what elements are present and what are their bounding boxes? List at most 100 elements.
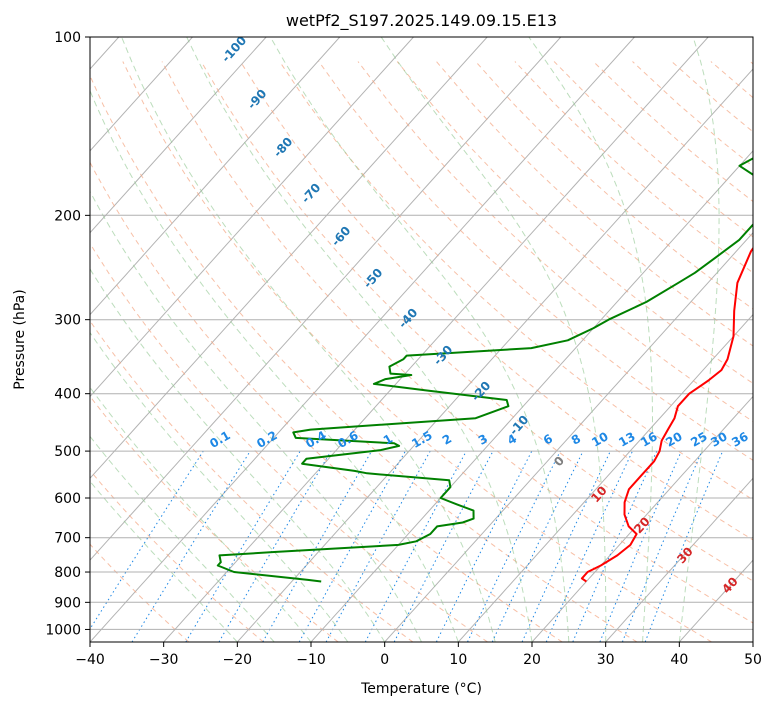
mixing-ratio-line <box>90 450 204 630</box>
moist-adiabat-line <box>90 480 238 642</box>
mixing-ratio-label: 1 <box>381 431 395 447</box>
chart-title: wetPf2_S197.2025.149.09.15.E13 <box>286 11 557 31</box>
isotherm-line <box>384 231 753 642</box>
mixing-ratio-line <box>572 450 658 642</box>
dry-adiabat-line <box>475 61 753 310</box>
mixing-ratio-line <box>599 450 682 642</box>
y-tick-label: 800 <box>54 565 81 581</box>
y-tick-label: 200 <box>54 208 81 224</box>
moist-adiabat-line <box>90 435 275 642</box>
isotherm-line <box>752 641 753 642</box>
mixing-ratio-label: 1.5 <box>409 428 434 451</box>
isotherm-line <box>90 37 341 316</box>
moist-adiabat-line <box>90 331 349 642</box>
mixing-ratio-label: 30 <box>708 429 729 449</box>
mixing-ratio-label: 6 <box>541 431 555 447</box>
mixing-ratio-label: 0.1 <box>207 428 232 451</box>
dry-adiabat-line <box>90 320 414 642</box>
isotherm-label: -40 <box>396 306 421 331</box>
dry-adiabat-line <box>396 61 753 384</box>
moist-adiabat-line <box>678 37 720 642</box>
moist-adiabat-line <box>90 386 312 642</box>
isotherm-line <box>678 559 753 642</box>
y-axis-label: Pressure (hPa) <box>12 289 28 389</box>
mixing-ratio-line <box>325 450 431 642</box>
mixing-ratio-line <box>521 450 611 642</box>
isotherm-label: -80 <box>271 135 296 160</box>
mixing-ratio-line <box>491 450 584 642</box>
mixing-ratio-line <box>467 450 561 642</box>
mixing-ratio-label: 10 <box>589 429 610 449</box>
dry-adiabat-line <box>161 61 753 624</box>
dry-adiabat-line <box>357 61 753 423</box>
mixing-ratio-line <box>185 450 301 642</box>
mixing-ratio-label: 8 <box>569 431 583 447</box>
iso-label-group: -100-90-80-70-60-50-40-30-20-10010203040… <box>207 33 750 596</box>
isotherm-label: -70 <box>299 181 324 206</box>
isotherm-line <box>90 37 414 398</box>
y-tick-label: 900 <box>54 595 81 611</box>
moist-adiabat-line <box>528 37 653 642</box>
isotherm-line <box>90 37 488 480</box>
horizontal-grid-group <box>90 36 753 630</box>
isotherm-line <box>90 37 267 234</box>
isotherm-label: -20 <box>469 379 494 404</box>
dry-adiabat-line <box>90 74 638 642</box>
x-tick-label: 40 <box>670 652 688 668</box>
mixing-ratio-line <box>131 450 251 642</box>
dry-adiabat-line <box>239 61 753 541</box>
isotherm-label: 0 <box>551 454 567 470</box>
plot-frame <box>89 36 754 643</box>
x-tick-label: −40 <box>75 652 105 668</box>
y-tick-label: 400 <box>54 387 81 403</box>
isotherm-label: -50 <box>361 266 386 291</box>
isotherm-line <box>90 37 562 561</box>
mixing-ratio-label: 36 <box>729 429 750 449</box>
mixing-ratio-label: 2 <box>440 431 454 447</box>
temperature-line <box>580 246 753 583</box>
dry-adiabat-line <box>553 61 753 238</box>
y-tick-label: 700 <box>54 531 81 547</box>
mixing-ratio-label: 0.2 <box>254 428 279 451</box>
mixing-ratio-label: 25 <box>688 429 709 449</box>
y-tick-label: 600 <box>54 491 81 507</box>
x-tick-label: 0 <box>380 652 389 668</box>
dewpoint-line <box>216 157 753 583</box>
dry-adiabat-line <box>90 469 264 642</box>
dry-adiabat-line <box>710 61 753 99</box>
isotherm-label: -60 <box>329 224 354 249</box>
dry-adiabat-line <box>749 61 753 65</box>
x-axis-ticks: −40 −30 −20 −10 0 10 20 30 40 50 <box>75 642 762 668</box>
isotherm-line <box>605 477 753 642</box>
y-tick-label: 1000 <box>45 622 81 638</box>
dry-adiabat-line <box>90 161 563 642</box>
isotherm-line <box>90 37 635 642</box>
mixing-ratio-line <box>218 450 332 642</box>
isotherm-line <box>236 68 753 642</box>
x-axis-label: Temperature (°C) <box>360 681 482 697</box>
background-lines-group <box>90 37 753 642</box>
y-tick-label: 300 <box>54 313 81 329</box>
isotherm-line <box>457 313 753 642</box>
dry-adiabat-line <box>632 61 753 168</box>
moist-adiabat-line <box>121 37 496 642</box>
dry-adiabat-line <box>279 61 753 501</box>
mixing-ratio-line <box>621 450 703 642</box>
dry-adiabat-line <box>90 395 339 642</box>
y-axis-ticks: 100 200 300 400 500 600 700 800 900 1000 <box>45 30 90 638</box>
x-tick-label: 50 <box>744 652 762 668</box>
x-tick-label: −20 <box>223 652 253 668</box>
mixing-ratio-line <box>435 450 533 642</box>
dry-adiabat-line <box>122 61 712 642</box>
series-group <box>216 157 753 583</box>
x-tick-label: 20 <box>523 652 541 668</box>
isotherm-label: -30 <box>431 343 456 368</box>
moist-adiabat-line <box>186 37 533 642</box>
isotherm-label: -90 <box>245 87 270 112</box>
moist-adiabat-line <box>380 37 607 642</box>
x-tick-label: 30 <box>597 652 615 668</box>
x-tick-label: 10 <box>449 652 467 668</box>
dry-adiabat-line <box>200 61 753 582</box>
